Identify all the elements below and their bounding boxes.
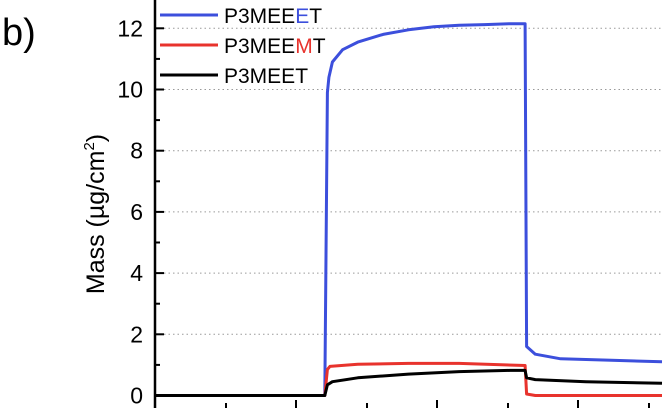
y-tick-label: 0 xyxy=(130,383,143,408)
y-tick-label: 6 xyxy=(130,199,143,225)
y-tick-label: 2 xyxy=(130,321,143,347)
y-axis-title: Mass (µg/cm2) xyxy=(81,134,110,294)
plot-lines xyxy=(155,22,663,397)
axes xyxy=(153,0,650,408)
series-line-1 xyxy=(155,361,662,397)
legend: P3MEEET P3MEEMT P3MEET xyxy=(160,5,326,88)
y-tick-label: 12 xyxy=(117,15,143,41)
legend-label-1: P3MEEMT xyxy=(224,35,326,58)
series-line-2 xyxy=(155,368,663,397)
y-axis-ticks: 0 2 4 6 8 10 12 xyxy=(117,15,164,408)
y-tick-label: 8 xyxy=(130,138,143,164)
y-tick-label: 10 xyxy=(117,77,143,103)
legend-label-2: P3MEET xyxy=(224,65,308,88)
series-line-0 xyxy=(155,22,663,397)
legend-label-0: P3MEEET xyxy=(224,5,322,28)
y-tick-label: 4 xyxy=(130,260,143,286)
panel-label: b) xyxy=(2,12,36,54)
